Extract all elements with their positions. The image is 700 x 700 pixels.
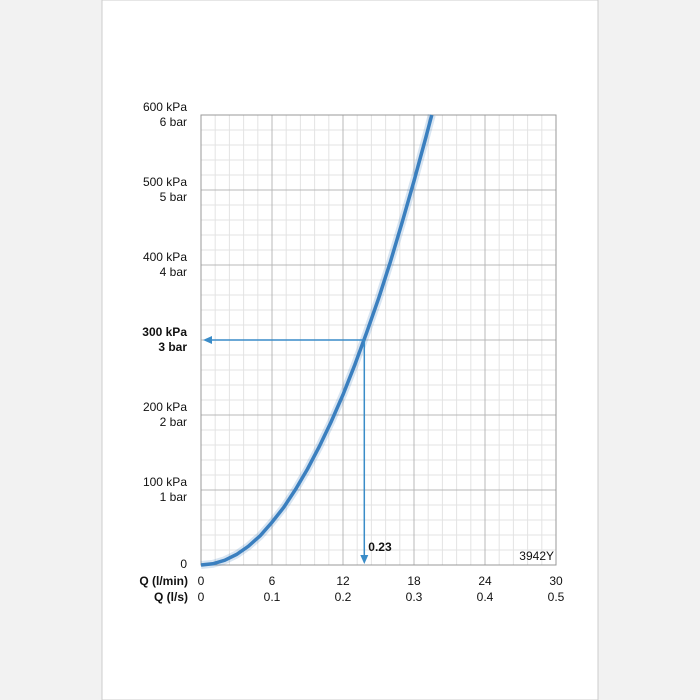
x-tick-label: 30 — [549, 574, 563, 588]
arrow-head — [360, 555, 369, 564]
y2-tick-label: 5 bar — [160, 190, 187, 204]
paper — [101, 0, 599, 700]
y-tick-label: 400 kPa — [143, 250, 187, 264]
x-tick-label: 24 — [478, 574, 492, 588]
x2-tick-label: 0.1 — [264, 590, 281, 604]
x2-tick-label: 0.5 — [548, 590, 565, 604]
x2-tick-label: 0.2 — [335, 590, 352, 604]
y-tick-label: 200 kPa — [143, 400, 187, 414]
x2-tick-label: 0 — [198, 590, 205, 604]
y2-tick-label: 1 bar — [160, 490, 187, 504]
plot-frame — [200, 114, 557, 566]
y2-tick-label: 2 bar — [160, 415, 187, 429]
curve — [200, 114, 434, 567]
x2-tick-label: 0.3 — [406, 590, 423, 604]
x-tick-label: 6 — [269, 574, 276, 588]
y-tick-label: 500 kPa — [143, 175, 187, 189]
x2-tick-label: 0.4 — [477, 590, 494, 604]
arrow-head — [203, 336, 212, 344]
y-tick-label: 300 kPa — [142, 325, 187, 339]
y-tick-label: 100 kPa — [143, 475, 187, 489]
y-tick-label: 0 — [180, 557, 187, 571]
y2-tick-label: 6 bar — [160, 115, 187, 129]
y2-tick-label: 4 bar — [160, 265, 187, 279]
x-tick-label: 18 — [407, 574, 421, 588]
y2-tick-label: 3 bar — [158, 340, 187, 354]
x-tick-label: 12 — [336, 574, 350, 588]
x2-axis-label: Q (l/s) — [154, 590, 188, 604]
annotation-label: 0.23 — [368, 540, 392, 554]
figure-code: 3942Y — [519, 549, 554, 563]
x-axis-label: Q (l/min) — [139, 574, 188, 588]
y-tick-label: 600 kPa — [143, 100, 187, 114]
x-tick-label: 0 — [198, 574, 205, 588]
